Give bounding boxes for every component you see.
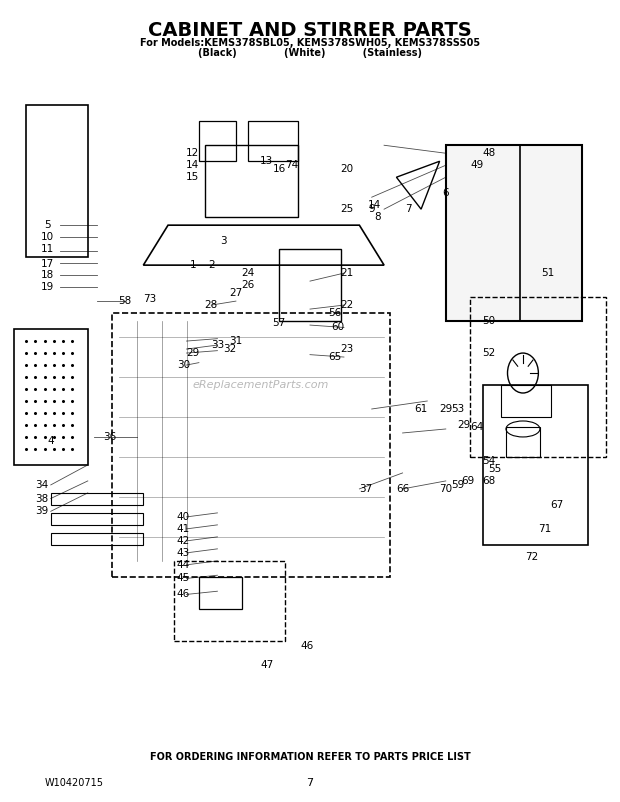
Text: 47: 47	[260, 660, 273, 670]
Text: 10: 10	[41, 232, 54, 242]
Bar	[483, 385, 588, 545]
Text: 11: 11	[41, 244, 55, 254]
Text: 18: 18	[41, 269, 55, 280]
Bar	[502, 385, 551, 417]
Text: CABINET AND STIRRER PARTS: CABINET AND STIRRER PARTS	[148, 22, 472, 40]
Text: 67: 67	[551, 500, 564, 510]
Text: 8: 8	[374, 213, 381, 222]
Text: 30: 30	[177, 360, 190, 370]
Text: 45: 45	[177, 573, 190, 583]
Bar	[51, 513, 143, 525]
Text: 27: 27	[229, 288, 242, 298]
Text: 53: 53	[451, 404, 465, 414]
Text: 51: 51	[541, 268, 554, 278]
Text: 58: 58	[118, 296, 131, 306]
Text: FOR ORDERING INFORMATION REFER TO PARTS PRICE LIST: FOR ORDERING INFORMATION REFER TO PARTS …	[149, 751, 471, 762]
Text: 49: 49	[470, 160, 483, 170]
Text: 29: 29	[458, 420, 471, 430]
Text: 22: 22	[340, 300, 353, 310]
Text: 5: 5	[45, 221, 51, 230]
Text: 64: 64	[470, 422, 483, 431]
Text: 34: 34	[35, 480, 48, 490]
Text: For Models:KEMS378SBL05, KEMS378SWH05, KEMS378SSS05: For Models:KEMS378SBL05, KEMS378SWH05, K…	[140, 38, 480, 48]
Text: 12: 12	[186, 148, 200, 158]
Text: 4: 4	[48, 436, 54, 446]
Text: 57: 57	[273, 318, 286, 328]
Text: 39: 39	[35, 506, 48, 516]
Text: 37: 37	[359, 484, 372, 494]
Text: 24: 24	[242, 268, 255, 278]
Text: 71: 71	[538, 524, 551, 534]
Text: (Black)              (White)           (Stainless): (Black) (White) (Stainless)	[198, 47, 422, 58]
Text: 32: 32	[223, 344, 236, 354]
Text: 72: 72	[526, 552, 539, 562]
Bar	[199, 121, 236, 161]
Text: 3: 3	[220, 236, 227, 246]
Text: 7: 7	[405, 205, 412, 214]
Text: 56: 56	[328, 308, 342, 318]
Text: 19: 19	[41, 282, 55, 292]
Text: 25: 25	[340, 205, 353, 214]
Text: 55: 55	[489, 464, 502, 474]
Text: 74: 74	[285, 160, 298, 170]
Text: 6: 6	[443, 188, 449, 198]
Text: 41: 41	[177, 524, 190, 534]
Bar	[520, 145, 582, 321]
Bar	[51, 493, 143, 505]
Text: 14: 14	[186, 160, 200, 170]
Text: 59: 59	[451, 480, 465, 490]
Text: 23: 23	[340, 344, 353, 354]
Bar	[507, 427, 540, 457]
Text: 52: 52	[482, 348, 495, 358]
Text: 29: 29	[439, 404, 453, 414]
Text: 33: 33	[211, 340, 224, 350]
Bar	[112, 313, 390, 577]
Bar	[174, 561, 285, 641]
Text: eReplacementParts.com: eReplacementParts.com	[192, 380, 329, 390]
Text: 44: 44	[177, 560, 190, 570]
Text: 42: 42	[177, 536, 190, 546]
Text: 21: 21	[340, 268, 353, 278]
Text: 17: 17	[41, 258, 55, 269]
Bar	[51, 533, 143, 545]
Bar	[279, 249, 341, 321]
Text: 65: 65	[328, 352, 342, 362]
Text: 26: 26	[242, 280, 255, 290]
Bar	[199, 577, 242, 609]
Text: 70: 70	[439, 484, 453, 494]
Text: 61: 61	[415, 404, 428, 414]
Text: 50: 50	[482, 316, 495, 326]
Text: 66: 66	[396, 484, 409, 494]
Text: 28: 28	[205, 300, 218, 310]
Text: 29: 29	[186, 348, 200, 358]
Text: W10420715: W10420715	[45, 778, 104, 788]
Text: 54: 54	[482, 456, 495, 466]
Text: 9: 9	[368, 205, 375, 214]
Bar	[248, 121, 298, 161]
Text: 40: 40	[177, 512, 190, 522]
Text: 16: 16	[273, 164, 286, 174]
Text: 14: 14	[368, 200, 381, 210]
Text: 46: 46	[300, 642, 314, 651]
Text: 2: 2	[208, 260, 215, 270]
Text: 15: 15	[186, 172, 200, 182]
Text: 38: 38	[35, 493, 48, 504]
Text: 60: 60	[331, 322, 344, 333]
Text: 48: 48	[482, 148, 495, 158]
Text: 69: 69	[461, 476, 474, 486]
Text: 46: 46	[177, 589, 190, 599]
Text: 20: 20	[340, 164, 353, 174]
Text: 31: 31	[229, 336, 242, 346]
Bar	[471, 297, 606, 457]
Text: 43: 43	[177, 548, 190, 558]
Text: 1: 1	[190, 260, 196, 270]
Text: 7: 7	[306, 778, 314, 788]
Bar	[446, 145, 582, 321]
Text: 13: 13	[260, 156, 273, 166]
Text: 36: 36	[103, 432, 116, 442]
Text: 73: 73	[143, 294, 156, 304]
Text: 68: 68	[482, 476, 495, 486]
Bar	[205, 145, 298, 217]
